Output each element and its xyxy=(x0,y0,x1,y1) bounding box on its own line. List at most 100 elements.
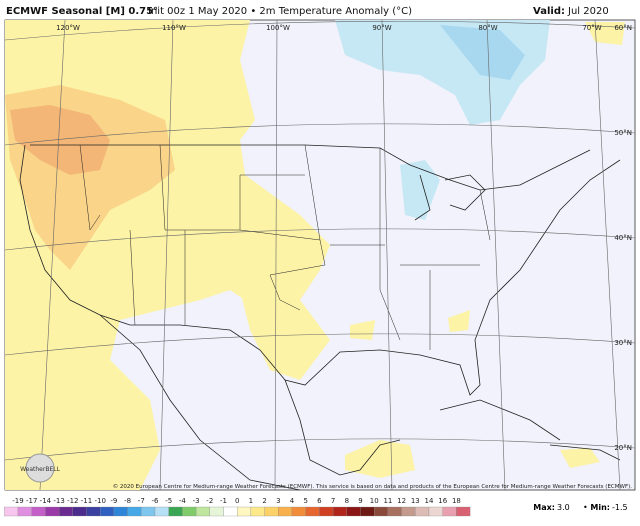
valid: Jul 2020 xyxy=(567,6,609,17)
colorbar-swatch xyxy=(4,506,19,517)
mexico-coastline xyxy=(99,314,401,491)
colorbar-label: -6 xyxy=(152,497,160,505)
colorbar-swatch xyxy=(223,506,238,517)
colorbar-label: -5 xyxy=(165,497,172,505)
title: ECMWF Seasonal [M] 0.75° xyxy=(6,6,158,17)
colorbar-label: -17 xyxy=(26,497,37,505)
latitude-label: 60°N xyxy=(614,24,632,32)
colorbar-swatch xyxy=(291,506,306,517)
colorbar-swatch xyxy=(401,506,416,517)
anomaly-shading xyxy=(5,20,625,490)
colorbar-swatch xyxy=(360,506,375,517)
valid-label: Valid: xyxy=(533,6,565,17)
colorbar-label: 13 xyxy=(411,497,420,505)
colorbar-swatch xyxy=(319,506,334,517)
graticule xyxy=(4,19,636,491)
warm-anomaly xyxy=(10,105,110,175)
colorbar-label: 10 xyxy=(370,497,379,505)
colorbar-swatch xyxy=(195,506,210,517)
colorbar-swatch xyxy=(237,506,252,517)
colorbar-swatch xyxy=(154,506,169,517)
colorbar-label: 5 xyxy=(303,497,307,505)
colorbar-label: -19 xyxy=(12,497,23,505)
colorbar-label: 18 xyxy=(452,497,461,505)
colorbar-swatch xyxy=(387,506,402,517)
subtitle: Init 00z 1 May 2020 • 2m Temperature Ano… xyxy=(148,6,412,17)
max: 3.0 xyxy=(557,503,570,512)
longitude-label: 90°W xyxy=(372,24,391,32)
logo: WeatherBELL xyxy=(20,453,61,483)
latitude-label: 40°N xyxy=(614,234,632,242)
us-coastline xyxy=(19,144,621,396)
latitude-label: 20°N xyxy=(614,444,632,452)
colorbar-swatch xyxy=(278,506,293,517)
cool-anomaly-shading xyxy=(335,20,550,220)
warm-anomaly xyxy=(345,440,415,478)
colorbar-label: -4 xyxy=(179,497,187,505)
colorbar-label: 3 xyxy=(276,497,280,505)
colorbar-swatch xyxy=(250,506,265,517)
colorbar-label: 14 xyxy=(425,497,434,505)
colorbar-swatch xyxy=(86,506,101,517)
colorbar-swatch xyxy=(264,506,279,517)
colorbar-swatch xyxy=(428,506,443,517)
max-label: Max: xyxy=(533,503,555,512)
colorbar-swatch xyxy=(141,506,156,517)
warm-anomaly xyxy=(350,320,375,340)
longitude-label: 110°W xyxy=(162,24,186,32)
longitude-labels: 120°W 110°W 100°W 90°W 80°W 70°W xyxy=(56,24,602,32)
warm-anomaly xyxy=(585,22,625,45)
latitude-label: 50°N xyxy=(614,129,632,137)
colorbar-swatch xyxy=(58,506,73,517)
great-lakes xyxy=(414,174,486,221)
caribbean xyxy=(439,399,621,461)
colorbar-swatch xyxy=(45,506,60,517)
colorbar-swatch xyxy=(374,506,389,517)
colorbar-label: -8 xyxy=(124,497,131,505)
colorbar-label: 8 xyxy=(345,497,349,505)
separator: • xyxy=(583,503,588,512)
colorbar-swatch xyxy=(346,506,361,517)
colorbar-swatch xyxy=(17,506,32,517)
colorbar-swatch xyxy=(100,506,115,517)
colorbar-swatch xyxy=(456,506,471,517)
longitude-label: 120°W xyxy=(56,24,80,32)
colorbar-label: 2 xyxy=(262,497,266,505)
us-canada-border xyxy=(30,144,591,191)
colorbar-label: 9 xyxy=(358,497,362,505)
colorbar-label: -1 xyxy=(220,497,227,505)
longitude-label: 70°W xyxy=(582,24,601,32)
cool-anomaly xyxy=(440,25,525,80)
colorbar-swatch xyxy=(305,506,320,517)
longitude-label: 80°W xyxy=(478,24,497,32)
colorbar-label: -7 xyxy=(138,497,145,505)
colorbar-swatch xyxy=(113,506,128,517)
colorbar-label: 1 xyxy=(249,497,253,505)
warm-anomaly xyxy=(240,290,330,380)
colorbar-swatch xyxy=(442,506,457,517)
colorbar-label: -3 xyxy=(193,497,200,505)
longitude-label: 100°W xyxy=(266,24,290,32)
logo-text: WeatherBELL xyxy=(20,466,61,473)
colorbar-label: -14 xyxy=(40,497,52,505)
colorbar-label: -13 xyxy=(53,497,64,505)
cool-anomaly xyxy=(400,160,440,220)
colorbar-swatch xyxy=(415,506,430,517)
borders xyxy=(19,144,621,491)
colorbar-label: 12 xyxy=(397,497,406,505)
warm-anomaly xyxy=(448,310,470,332)
colorbar-swatch xyxy=(332,506,347,517)
colorbar-label: -10 xyxy=(94,497,105,505)
colorbar-label: 6 xyxy=(317,497,322,505)
colorbar-label: 0 xyxy=(235,497,239,505)
logo-badge xyxy=(25,453,55,483)
colorbar-label: -9 xyxy=(110,497,117,505)
colorbar-label: 11 xyxy=(383,497,392,505)
latitude-labels: 60°N 50°N 40°N 30°N 20°N xyxy=(614,24,632,452)
colorbar-swatch xyxy=(72,506,87,517)
colorbar-swatch xyxy=(209,506,224,517)
min-label: Min: xyxy=(590,503,610,512)
colorbar-swatch xyxy=(31,506,46,517)
